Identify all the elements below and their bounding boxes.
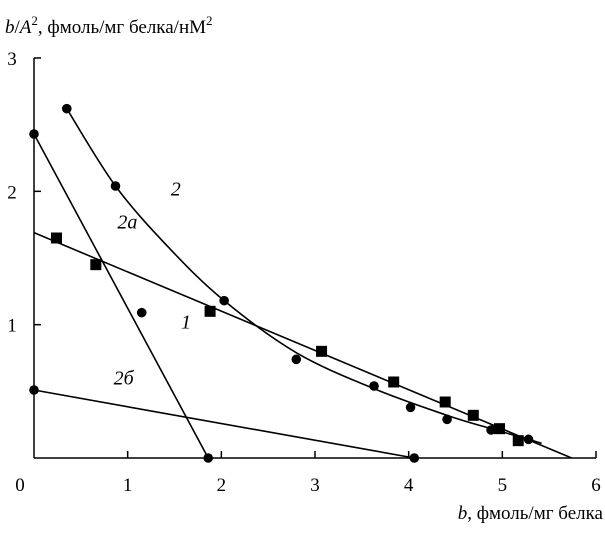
fit-lines (33, 108, 572, 459)
data-point-circle (203, 453, 214, 463)
data-points (29, 103, 534, 463)
curve-label: 2б (114, 368, 135, 390)
x-tick-label: 1 (123, 475, 133, 496)
data-point-square (467, 409, 479, 421)
data-point-circle (61, 103, 72, 114)
data-point-circle (136, 307, 147, 318)
y-tick-label: 1 (7, 316, 17, 337)
fit-line-series-2б (33, 389, 415, 459)
data-point-circle (442, 414, 452, 425)
data-point-square (50, 232, 62, 244)
data-point-circle (369, 381, 379, 391)
data-point-circle (405, 402, 416, 413)
data-point-circle (291, 354, 302, 365)
data-point-square (90, 259, 102, 271)
y-tick-label: 3 (7, 49, 17, 70)
data-point-square (494, 423, 506, 435)
curve-label: 2а (117, 212, 137, 234)
x-tick-label: 3 (310, 475, 320, 496)
x-tick-label: 5 (498, 475, 508, 496)
x-axis-title: b, фмоль/мг белка (458, 503, 604, 524)
fit-line-series-1 (33, 231, 572, 459)
fit-line-series-2а (33, 133, 209, 459)
data-point-circle (110, 181, 121, 191)
x-tick-label: 0 (15, 475, 25, 496)
axes (33, 58, 596, 459)
curve-label: 1 (181, 312, 191, 334)
data-point-circle (29, 385, 39, 395)
data-point-square (512, 435, 524, 447)
x-tick-label: 2 (217, 475, 227, 496)
data-point-square (204, 305, 216, 317)
data-point-circle (29, 129, 39, 139)
data-point-circle (219, 295, 229, 306)
data-point-circle (523, 434, 534, 445)
data-point-square (316, 345, 328, 357)
curve-labels: 1 2 2а 2б (114, 178, 191, 389)
x-tick-label: 6 (591, 475, 601, 496)
curve-label: 2 (171, 178, 181, 200)
y-axis-title: b/A2, фмоль/мг белка/нМ2 (5, 13, 213, 38)
data-point-square (388, 376, 400, 388)
data-point-circle (486, 425, 496, 435)
ticks: 0 1 2 3 4 5 6 1 2 3 (7, 49, 601, 496)
data-point-circle (409, 453, 420, 463)
data-point-square (439, 396, 451, 408)
x-tick-label: 4 (404, 475, 414, 496)
y-tick-label: 2 (7, 182, 17, 203)
